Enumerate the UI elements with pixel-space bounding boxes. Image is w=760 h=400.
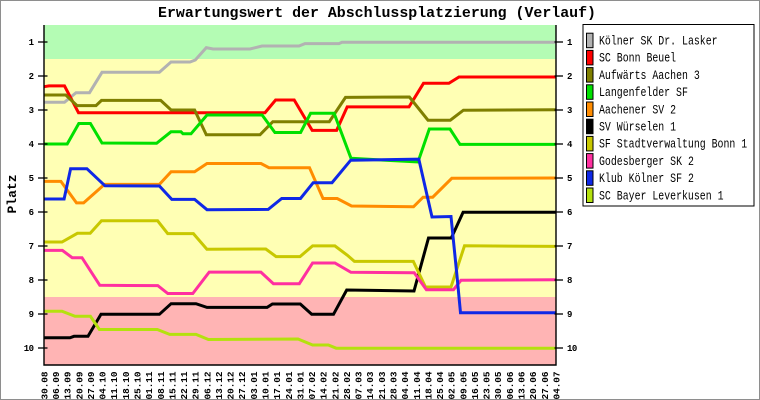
svg-text:3: 3 — [29, 106, 34, 116]
svg-text:Aufwärts Aachen 3: Aufwärts Aachen 3 — [599, 68, 700, 83]
svg-text:04.07: 04.07 — [551, 371, 562, 399]
svg-text:6: 6 — [29, 208, 34, 218]
svg-text:24.01: 24.01 — [284, 371, 295, 399]
svg-text:Godesberger SK 2: Godesberger SK 2 — [599, 154, 694, 169]
svg-text:1: 1 — [567, 38, 573, 48]
svg-text:5: 5 — [567, 174, 572, 184]
svg-text:27.12: 27.12 — [237, 371, 248, 399]
svg-text:18.10: 18.10 — [121, 371, 132, 399]
svg-text:06.06: 06.06 — [505, 371, 516, 399]
svg-text:3: 3 — [567, 106, 572, 116]
svg-text:9: 9 — [567, 310, 572, 320]
svg-text:4: 4 — [29, 140, 35, 150]
svg-text:06.12: 06.12 — [202, 371, 213, 399]
svg-text:Langenfelder SF: Langenfelder SF — [599, 85, 688, 100]
svg-text:10: 10 — [567, 344, 577, 354]
svg-text:14.02: 14.02 — [319, 371, 330, 399]
svg-text:30.08: 30.08 — [39, 371, 50, 399]
svg-text:7: 7 — [567, 242, 572, 252]
svg-text:21.02: 21.02 — [330, 371, 341, 399]
svg-text:02.05: 02.05 — [447, 371, 458, 399]
svg-text:30.05: 30.05 — [493, 371, 504, 399]
svg-text:Aachener SV 2: Aachener SV 2 — [599, 102, 676, 117]
svg-text:8: 8 — [29, 276, 34, 286]
svg-text:21.03: 21.03 — [377, 371, 388, 399]
svg-text:20.06: 20.06 — [528, 371, 539, 399]
svg-text:SV Würselen 1: SV Würselen 1 — [599, 120, 676, 135]
svg-text:16.05: 16.05 — [470, 371, 481, 399]
svg-text:08.11: 08.11 — [156, 371, 167, 399]
svg-text:11.04: 11.04 — [412, 371, 423, 399]
svg-text:15.11: 15.11 — [167, 371, 178, 399]
svg-text:SF Stadtverwaltung Bonn 1: SF Stadtverwaltung Bonn 1 — [599, 137, 747, 152]
svg-text:17.01: 17.01 — [272, 371, 283, 399]
svg-text:6: 6 — [567, 208, 572, 218]
svg-text:8: 8 — [567, 276, 572, 286]
svg-text:Klub Kölner SF 2: Klub Kölner SF 2 — [599, 171, 694, 186]
svg-text:18.04: 18.04 — [423, 371, 434, 399]
svg-text:04.10: 04.10 — [98, 371, 109, 399]
svg-text:20.09: 20.09 — [74, 371, 85, 399]
svg-text:Platz: Platz — [5, 174, 20, 213]
svg-text:Erwartungswert der Abschlusspl: Erwartungswert der Abschlussplatzierung … — [158, 5, 596, 22]
svg-text:1: 1 — [29, 38, 35, 48]
svg-text:04.04: 04.04 — [400, 371, 411, 399]
svg-text:27.06: 27.06 — [540, 371, 551, 399]
svg-text:9: 9 — [29, 310, 34, 320]
svg-text:13.12: 13.12 — [214, 371, 225, 399]
svg-text:4: 4 — [567, 140, 573, 150]
svg-text:11.10: 11.10 — [109, 371, 120, 399]
svg-text:27.09: 27.09 — [86, 371, 97, 399]
svg-text:03.01: 03.01 — [249, 371, 260, 399]
svg-text:09.05: 09.05 — [458, 371, 469, 399]
svg-text:10.01: 10.01 — [260, 371, 271, 399]
svg-text:14.03: 14.03 — [365, 371, 376, 399]
svg-text:Kölner SK Dr. Lasker: Kölner SK Dr. Lasker — [599, 34, 718, 49]
svg-text:7: 7 — [29, 242, 34, 252]
svg-text:28.02: 28.02 — [342, 371, 353, 399]
svg-text:2: 2 — [29, 72, 34, 82]
svg-text:23.05: 23.05 — [482, 371, 493, 399]
svg-text:31.01: 31.01 — [295, 371, 306, 399]
svg-text:10: 10 — [24, 344, 34, 354]
svg-text:13.06: 13.06 — [516, 371, 527, 399]
svg-text:5: 5 — [29, 174, 34, 184]
svg-text:2: 2 — [567, 72, 572, 82]
svg-text:01.11: 01.11 — [144, 371, 155, 399]
svg-text:07.02: 07.02 — [307, 371, 318, 399]
svg-text:13.09: 13.09 — [63, 371, 74, 399]
svg-text:SC Bayer Leverkusen 1: SC Bayer Leverkusen 1 — [599, 188, 724, 203]
svg-text:22.11: 22.11 — [179, 371, 190, 399]
svg-text:07.03: 07.03 — [354, 371, 365, 399]
svg-text:SC Bonn Beuel: SC Bonn Beuel — [599, 51, 676, 66]
svg-text:25.04: 25.04 — [435, 371, 446, 399]
svg-text:20.12: 20.12 — [226, 371, 237, 399]
svg-text:25.10: 25.10 — [132, 371, 143, 399]
svg-text:29.11: 29.11 — [191, 371, 202, 399]
svg-text:28.03: 28.03 — [388, 371, 399, 399]
svg-text:06.09: 06.09 — [51, 371, 62, 399]
